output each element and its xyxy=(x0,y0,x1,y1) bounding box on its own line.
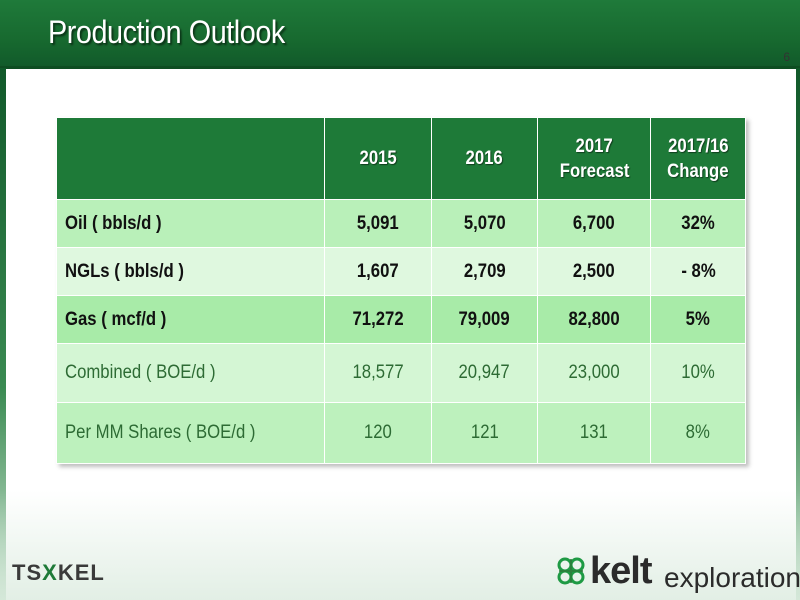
value-2015: 120 xyxy=(363,422,392,443)
header-forecast-text: Forecast xyxy=(559,160,630,182)
cell-2016: 79,009 xyxy=(430,295,539,344)
value-2017: 23,000 xyxy=(568,362,620,383)
cell-2017: 23,000 xyxy=(537,343,652,403)
row-label: Per MM Shares ( BOE/d ) xyxy=(65,422,256,443)
row-label-cell: Oil ( bbls/d ) xyxy=(56,199,325,248)
row-label-cell: Combined ( BOE/d ) xyxy=(56,343,325,403)
cell-2016: 2,709 xyxy=(430,247,539,296)
value-change: 5% xyxy=(685,308,711,330)
value-2017: 82,800 xyxy=(568,308,620,330)
tsx-logo-text-a: TS xyxy=(12,560,43,585)
value-2017: 6,700 xyxy=(573,212,616,234)
header-cell-2017-forecast: 2017 Forecast xyxy=(537,117,652,200)
kelt-wordmark: kelt xyxy=(590,550,652,592)
header-change-year-text: 2017/16 xyxy=(667,135,729,157)
celtic-knot-icon xyxy=(557,557,585,585)
cell-2017: 2,500 xyxy=(537,247,652,296)
cell-2017: 82,800 xyxy=(537,295,652,344)
slide-header: Production Outlook xyxy=(0,0,800,69)
page-title: Production Outlook xyxy=(48,14,285,50)
row-label: Oil ( bbls/d ) xyxy=(65,212,162,234)
tsx-kel-logo: TSXKEL xyxy=(12,560,105,586)
header-cell-2015: 2015 xyxy=(323,117,432,200)
page-number: 6 xyxy=(783,50,790,64)
table-row: Gas ( mcf/d ) 71,272 79,009 82,800 5% xyxy=(56,295,746,344)
header-change-text: Change xyxy=(667,160,729,182)
left-border xyxy=(0,68,6,600)
production-table: 2015 2016 2017 Forecast 2017/16 Change O… xyxy=(56,117,746,464)
table-row: NGLs ( bbls/d ) 1,607 2,709 2,500 - 8% xyxy=(56,247,746,296)
cell-2015: 1,607 xyxy=(323,247,432,296)
table-row: Oil ( bbls/d ) 5,091 5,070 6,700 32% xyxy=(56,199,746,248)
value-2015: 71,272 xyxy=(352,308,404,330)
value-2015: 5,091 xyxy=(356,212,399,234)
tsx-logo-mark: X xyxy=(42,560,58,585)
value-change: 8% xyxy=(685,422,711,443)
value-2016: 79,009 xyxy=(458,308,510,330)
row-label: Gas ( mcf/d ) xyxy=(65,308,167,330)
cell-2015: 18,577 xyxy=(323,343,432,403)
value-2016: 121 xyxy=(470,422,499,443)
value-2016: 5,070 xyxy=(463,212,506,234)
value-change: 32% xyxy=(681,212,715,234)
cell-change: 8% xyxy=(650,402,746,464)
row-label-cell: Gas ( mcf/d ) xyxy=(56,295,325,344)
cell-change: 32% xyxy=(650,199,746,248)
table-row: Combined ( BOE/d ) 18,577 20,947 23,000 … xyxy=(56,343,746,403)
cell-2015: 5,091 xyxy=(323,199,432,248)
value-2016: 20,947 xyxy=(458,362,510,383)
header-2016-text: 2016 xyxy=(465,148,504,169)
right-border xyxy=(796,68,800,600)
value-2015: 1,607 xyxy=(356,260,399,282)
cell-2015: 120 xyxy=(323,402,432,464)
value-2017: 2,500 xyxy=(573,260,616,282)
row-label: NGLs ( bbls/d ) xyxy=(65,260,184,282)
cell-2015: 71,272 xyxy=(323,295,432,344)
row-label: Combined ( BOE/d ) xyxy=(65,362,216,383)
value-2017: 131 xyxy=(580,422,609,443)
kelt-exploration-logo: kelt exploration xyxy=(556,550,800,593)
cell-2016: 5,070 xyxy=(430,199,539,248)
cell-change: 5% xyxy=(650,295,746,344)
tsx-logo-text-b: KEL xyxy=(57,560,105,585)
bottom-gradient xyxy=(0,490,800,600)
exploration-wordmark: exploration xyxy=(664,562,800,593)
header-2017-text: 2017 xyxy=(575,135,613,157)
cell-change: 10% xyxy=(650,343,746,403)
cell-2016: 121 xyxy=(430,402,539,464)
header-2015-text: 2015 xyxy=(359,148,397,169)
header-divider xyxy=(0,66,800,69)
header-cell-2016: 2016 xyxy=(430,117,539,200)
cell-change: - 8% xyxy=(650,247,746,296)
cell-2016: 20,947 xyxy=(430,343,539,403)
cell-2017: 6,700 xyxy=(537,199,652,248)
row-label-cell: NGLs ( bbls/d ) xyxy=(56,247,325,296)
table-row: Per MM Shares ( BOE/d ) 120 121 131 8% xyxy=(56,402,746,464)
table-header-row: 2015 2016 2017 Forecast 2017/16 Change xyxy=(56,117,746,200)
header-cell-label xyxy=(56,117,325,200)
value-2015: 18,577 xyxy=(352,362,404,383)
cell-2017: 131 xyxy=(537,402,652,464)
header-cell-change: 2017/16 Change xyxy=(650,117,746,200)
value-2016: 2,709 xyxy=(463,260,506,282)
value-change: - 8% xyxy=(680,260,716,282)
row-label-cell: Per MM Shares ( BOE/d ) xyxy=(56,402,325,464)
value-change: 10% xyxy=(681,362,715,383)
